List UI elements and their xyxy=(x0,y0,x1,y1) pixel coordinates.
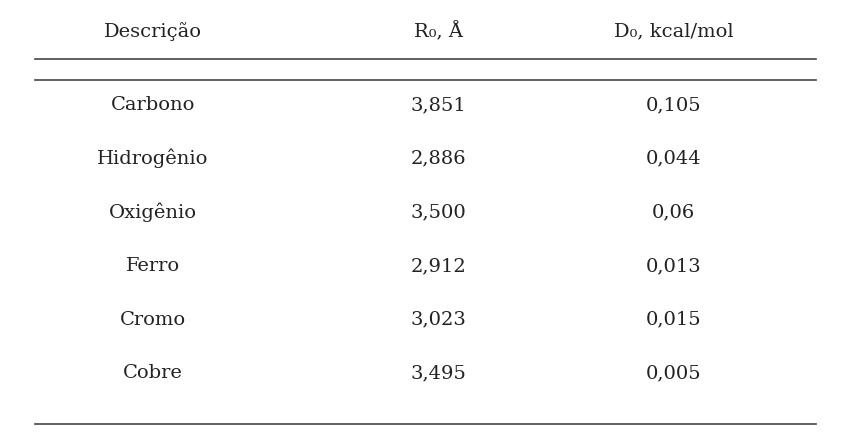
Text: 3,851: 3,851 xyxy=(411,96,466,114)
Text: 0,06: 0,06 xyxy=(652,203,695,221)
Text: 3,495: 3,495 xyxy=(411,363,466,381)
Text: Descrição: Descrição xyxy=(104,22,201,41)
Text: Oxigênio: Oxigênio xyxy=(109,202,196,221)
Text: 0,005: 0,005 xyxy=(646,363,701,381)
Text: R₀, Å: R₀, Å xyxy=(414,22,463,41)
Text: Cromo: Cromo xyxy=(120,310,185,328)
Text: Carbono: Carbono xyxy=(110,96,195,114)
Text: 2,912: 2,912 xyxy=(411,256,466,274)
Text: 0,044: 0,044 xyxy=(646,149,701,168)
Text: Hidrogênio: Hidrogênio xyxy=(97,148,208,168)
Text: 2,886: 2,886 xyxy=(411,149,466,168)
Text: 3,023: 3,023 xyxy=(411,310,466,328)
Text: 3,500: 3,500 xyxy=(411,203,466,221)
Text: 0,013: 0,013 xyxy=(646,256,701,274)
Text: D₀, kcal/mol: D₀, kcal/mol xyxy=(614,23,733,40)
Text: 0,015: 0,015 xyxy=(646,310,701,328)
Text: 0,105: 0,105 xyxy=(646,96,701,114)
Text: Ferro: Ferro xyxy=(126,256,180,274)
Text: Cobre: Cobre xyxy=(123,363,183,381)
